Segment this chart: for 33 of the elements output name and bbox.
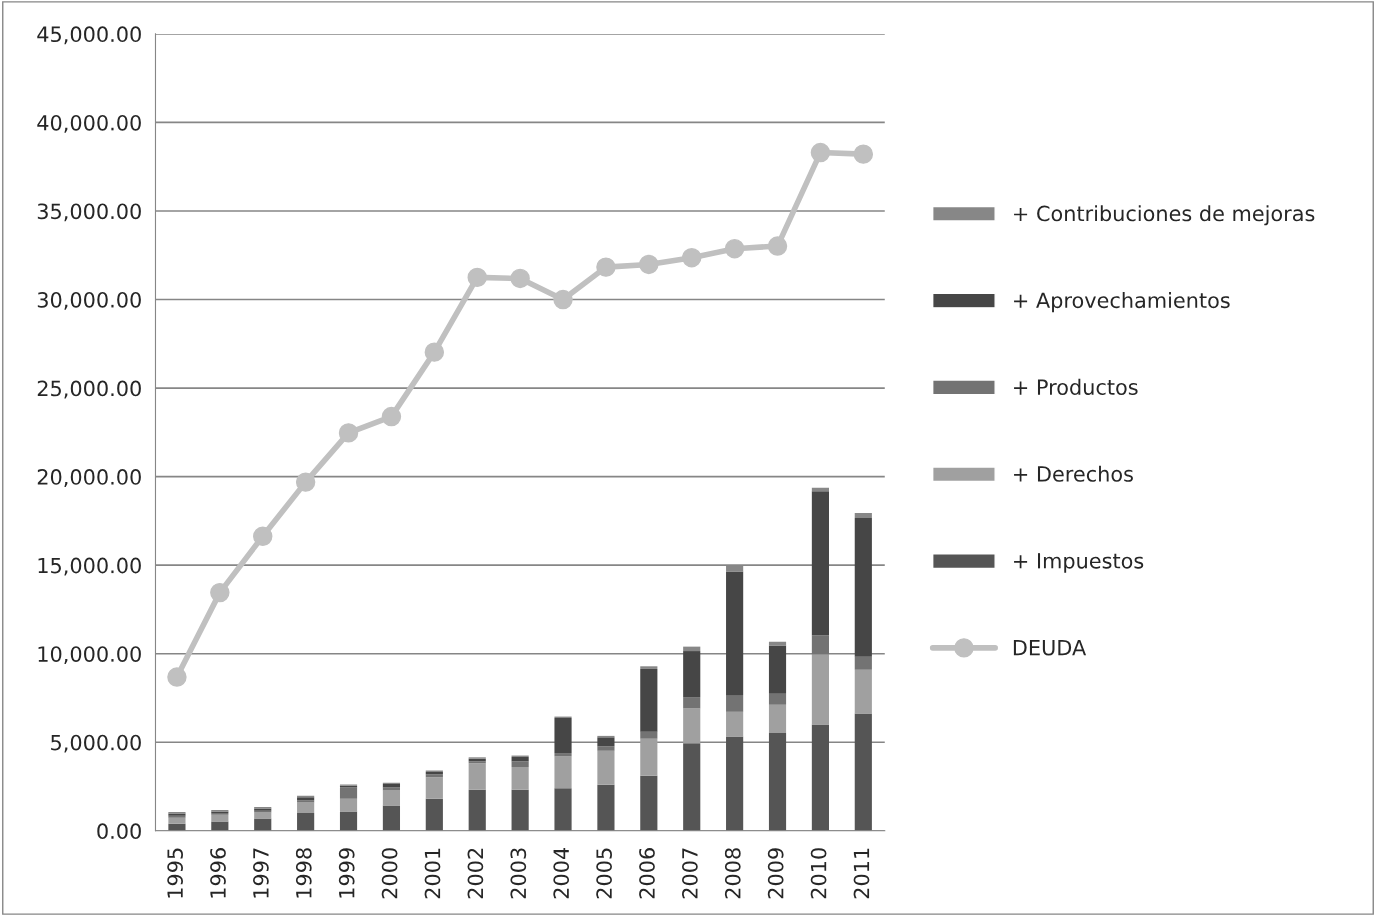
y-tick-label: 25,000.00 <box>37 380 141 399</box>
x-tick-label: 2001 <box>424 848 441 899</box>
x-tick-label: 2011 <box>853 848 870 899</box>
x-tick-label: 2005 <box>596 848 612 899</box>
y-tick-label: 5,000.00 <box>51 734 141 753</box>
x-tick-label: 2000 <box>381 848 398 899</box>
x-tick-label: 1999 <box>338 848 355 898</box>
x-tick-label: 2008 <box>724 848 741 899</box>
x-tick-label: 2002 <box>467 848 484 899</box>
x-tick-label: 1995 <box>167 848 183 898</box>
y-tick-label: 15,000.00 <box>38 557 141 576</box>
y-tick-label: 45,000.00 <box>37 26 141 45</box>
y-tick-label: 10,000.00 <box>38 646 141 665</box>
x-tick-label: 1998 <box>295 848 312 898</box>
x-tick-label: 1996 <box>210 848 226 898</box>
x-tick-label: 2006 <box>639 848 655 899</box>
x-tick-label: 1997 <box>253 848 269 898</box>
y-tick-label: 35,000.00 <box>37 203 141 222</box>
x-tick-label: 2003 <box>510 848 527 899</box>
y-tick-label: 30,000.00 <box>37 291 141 310</box>
legend-label: DEUDA <box>1013 639 1087 656</box>
legend-label: + Productos <box>1014 378 1138 395</box>
x-tick-label: 2010 <box>810 848 827 899</box>
x-tick-label: 2004 <box>553 847 570 899</box>
legend-label: + Impuestos <box>1014 553 1144 573</box>
y-tick-label: 40,000.00 <box>37 114 141 133</box>
legend-label: + Aprovechamientos <box>1014 292 1230 313</box>
legend-label: + Contribuciones de mejoras <box>1014 205 1315 226</box>
legend-label: + Derechos <box>1014 465 1133 482</box>
y-tick-label: 20,000.00 <box>37 469 141 487</box>
x-tick-label: 2009 <box>767 848 784 899</box>
y-tick-label: 0.00 <box>97 823 141 840</box>
x-tick-label: 2007 <box>682 848 698 899</box>
